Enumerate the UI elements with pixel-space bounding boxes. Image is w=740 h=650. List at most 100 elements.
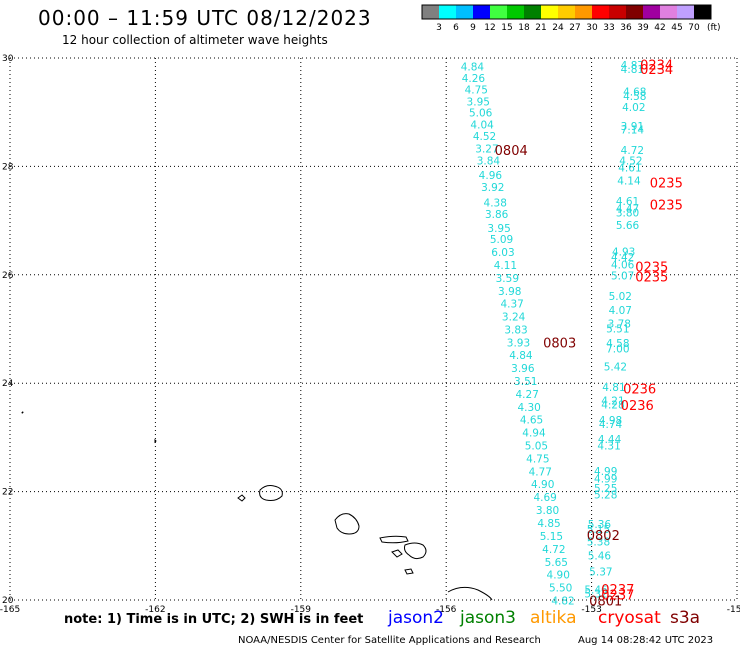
colorbar-label: 30 xyxy=(586,23,598,33)
island-lanai xyxy=(391,549,403,558)
swh-value: 4.47 xyxy=(616,204,639,216)
pass-time-label: 0235 xyxy=(650,198,683,213)
swh-value: 4.04 xyxy=(470,120,494,132)
swh-value: 4.96 xyxy=(479,170,503,182)
swh-value: 3.84 xyxy=(477,155,501,167)
colorbar-label: 15 xyxy=(501,23,512,33)
colorbar-swatch xyxy=(456,5,473,19)
swh-value: 4.77 xyxy=(529,467,552,479)
swh-value: 4.26 xyxy=(462,73,486,85)
pass-time-label: 0235 xyxy=(635,270,668,285)
y-tick-label: 28 xyxy=(2,162,14,172)
swh-value: 4.84 xyxy=(509,350,533,362)
pass-time-label: 0804 xyxy=(495,144,528,159)
swh-value: 4.27 xyxy=(516,389,539,401)
swh-value: 4.14 xyxy=(617,175,641,187)
colorbar-swatch xyxy=(558,5,575,19)
colorbar-swatch xyxy=(643,5,660,19)
pass-time-label: 0237 xyxy=(601,589,634,604)
colorbar-swatch xyxy=(694,5,711,19)
island-hawaii xyxy=(447,586,493,601)
swh-value: 3.92 xyxy=(481,182,504,194)
island-molokai xyxy=(379,535,409,544)
swh-value: 5.46 xyxy=(584,585,608,597)
swh-value: 4.98 xyxy=(599,415,622,427)
island-kauai-west xyxy=(237,494,246,502)
colorbar-swatch xyxy=(541,5,558,19)
swh-value: 3.91 xyxy=(621,121,644,133)
swh-value: 4.74 xyxy=(599,419,623,431)
swh-value: 3.51 xyxy=(514,376,537,388)
colorbar-swatch xyxy=(422,5,439,19)
x-tick-label: -153 xyxy=(581,605,601,615)
colorbar-frame xyxy=(421,4,712,20)
swh-value: 3.96 xyxy=(511,363,535,375)
swh-value: 5.15 xyxy=(540,531,563,543)
swh-value: 5.65 xyxy=(545,557,568,569)
colorbar-swatch xyxy=(575,5,592,19)
swh-value: 4.65 xyxy=(520,415,543,427)
swh-value: 4.69 xyxy=(533,492,556,504)
swh-value: 4.58 xyxy=(623,91,646,103)
coast-point xyxy=(21,411,24,414)
colorbar-label: 6 xyxy=(453,23,459,33)
colorbar-label: 21 xyxy=(535,23,546,33)
page-title: 00:00 – 11:59 UTC 08/12/2023 xyxy=(38,6,372,30)
colorbar-swatch xyxy=(592,5,609,19)
colorbar-unit: (ft) xyxy=(707,23,721,33)
satellite-legend-jason3: jason3 xyxy=(460,608,516,628)
swh-value: 4.90 xyxy=(547,570,570,582)
swh-value: 4.38 xyxy=(484,198,507,210)
colorbar-swatch xyxy=(626,5,643,19)
swh-value: 3.93 xyxy=(507,338,530,350)
swh-value: 4.84 xyxy=(461,62,485,74)
colorbar-label: 18 xyxy=(518,23,530,33)
swh-value: 4.68 xyxy=(623,87,646,99)
colorbar-label: 39 xyxy=(637,23,649,33)
island-kahoolawe xyxy=(404,568,414,575)
swh-value: 4.99 xyxy=(594,474,617,486)
swh-value: 3.86 xyxy=(485,209,509,221)
satellite-legend-cryosat: cryosat xyxy=(598,608,661,628)
swh-value: 4.07 xyxy=(609,305,632,317)
pass-time-label: 0234 xyxy=(640,63,673,78)
swh-value: 4.31 xyxy=(597,441,620,453)
swh-value: 5.09 xyxy=(490,234,513,246)
colorbar-label: 36 xyxy=(620,23,632,33)
swh-value: 5.32 xyxy=(584,588,607,600)
swh-value: 4.52 xyxy=(619,155,642,167)
swh-value: 4.61 xyxy=(618,162,641,174)
y-tick-label: 20 xyxy=(2,596,14,606)
axis-ticks: -165 -162 -159 -156 -153 -150 20 22 24 26 28 30 xyxy=(0,54,740,615)
pass-time-label: 0235 xyxy=(650,177,683,192)
swh-value: 7.14 xyxy=(621,125,645,137)
pass-labels: 0804080308020801023402340235023502350235… xyxy=(495,59,683,610)
swh-value: 5.28 xyxy=(594,489,617,501)
colorbar-swatch xyxy=(609,5,626,19)
swh-value: 4.61 xyxy=(616,196,639,208)
swh-points: 4.844.264.753.955.064.044.523.273.844.96… xyxy=(461,60,647,607)
colorbar-label: 42 xyxy=(654,23,665,33)
pass-time-label: 0802 xyxy=(587,529,620,544)
generated-timestamp: Aug 14 08:28:42 UTC 2023 xyxy=(578,635,714,646)
swh-value: 4.75 xyxy=(465,84,488,96)
colorbar-label: 3 xyxy=(436,23,442,33)
island-kauai xyxy=(259,485,283,501)
footer-note: note: 1) Time is in UTC; 2) SWH is in fe… xyxy=(64,612,364,627)
swh-value: 5.51 xyxy=(606,323,629,335)
color-legend: 3 6 9 12 15 18 21 24 27 30 33 36 39 42 45 70 (ft) xyxy=(421,4,721,33)
swh-value: 5.07 xyxy=(611,270,634,282)
swh-value: 5.37 xyxy=(589,566,612,578)
swh-value: 4.87 xyxy=(621,60,644,72)
colorbar-label: 27 xyxy=(569,23,580,33)
colorbar-label: 33 xyxy=(603,23,614,33)
pass-time-label: 0801 xyxy=(589,595,622,610)
swh-value: 3.95 xyxy=(487,223,510,235)
island-niihau xyxy=(154,438,157,444)
island-oahu xyxy=(334,513,360,535)
x-tick-label: -159 xyxy=(291,605,312,615)
swh-value: 4.75 xyxy=(526,454,549,466)
swh-value: 4.58 xyxy=(606,338,629,350)
swh-value: 4.42 xyxy=(611,252,634,264)
